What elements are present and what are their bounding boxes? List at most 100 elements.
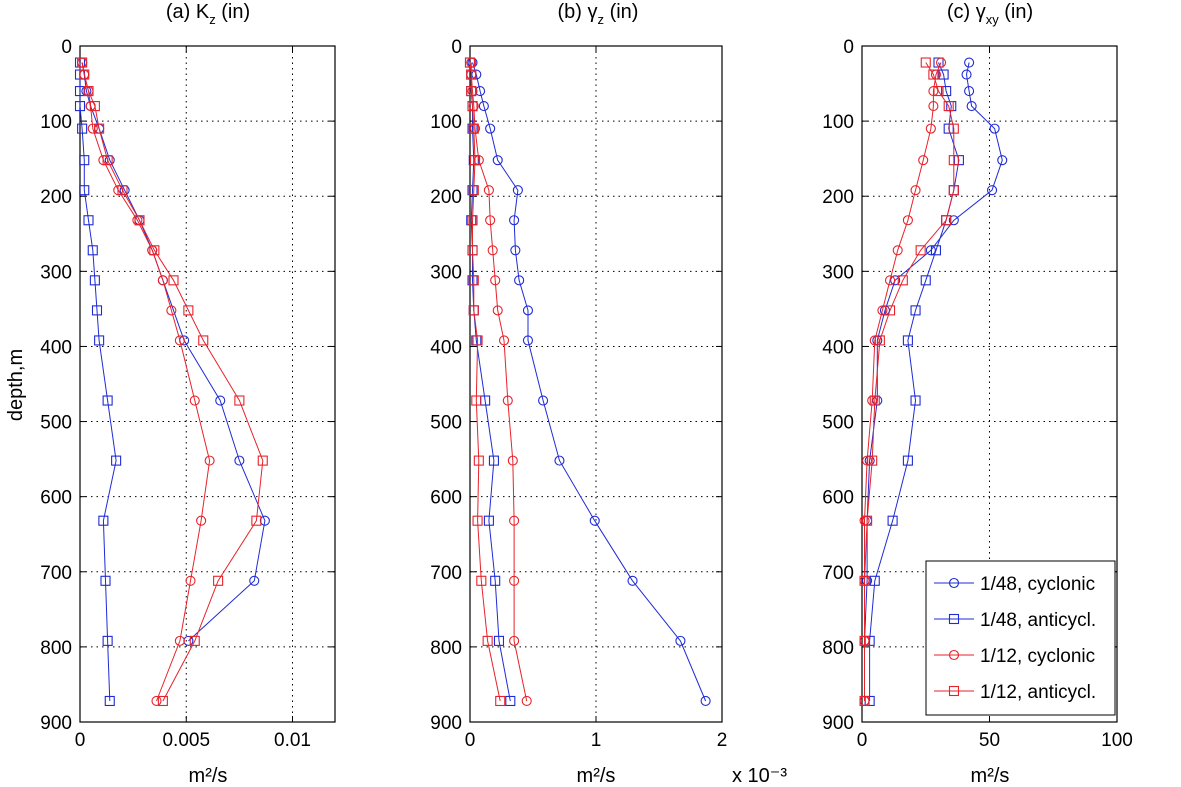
panel-b-title: (b) γz (in) (558, 1, 639, 27)
y-tick-label: 500 (822, 413, 854, 434)
data-point (522, 335, 534, 346)
data-point (89, 101, 100, 112)
y-axis-label: depth,m (5, 349, 27, 421)
data-point (134, 215, 145, 226)
data-point (488, 455, 499, 466)
series-line (864, 62, 955, 701)
legend-box (925, 560, 1116, 716)
data-point (94, 335, 105, 346)
x-tick-label: 50 (979, 730, 1000, 751)
data-point (925, 123, 936, 134)
data-point (948, 155, 959, 166)
data-point (521, 695, 532, 707)
data-point (98, 515, 109, 526)
legend-entry: 1/12, cyclonic (934, 646, 1095, 667)
data-point (505, 695, 516, 707)
data-point (471, 395, 482, 406)
data-point (157, 695, 168, 707)
data-point (168, 275, 179, 286)
data-point (514, 275, 525, 286)
data-point (509, 515, 520, 526)
data-point (79, 185, 90, 196)
series-1-12-anticycl- (859, 57, 959, 707)
panel-c-title: (c) γxy (in) (947, 1, 1033, 27)
data-point (185, 575, 196, 586)
x-tick-label: 0 (857, 730, 868, 751)
y-tick-label: 300 (822, 262, 854, 283)
x-tick-label: 0.005 (162, 730, 210, 751)
x-tick-label: 100 (1101, 730, 1133, 751)
y-tick-label: 800 (822, 638, 854, 659)
data-point (189, 395, 200, 406)
data-point (902, 455, 913, 466)
data-point (910, 185, 921, 196)
series-line (869, 62, 960, 701)
series-line (470, 62, 528, 702)
y-tick-label: 600 (430, 488, 462, 509)
y-tick-label: 700 (430, 563, 462, 584)
series-line (81, 62, 264, 702)
data-point (87, 123, 98, 134)
data-point (538, 395, 549, 406)
y-tick-label: 200 (822, 187, 854, 208)
data-point (522, 305, 534, 316)
panel-a-title: (a) Kz (in) (166, 1, 250, 27)
y-tick-label: 300 (430, 262, 462, 283)
data-point (935, 57, 947, 68)
data-point (189, 635, 200, 646)
data-point (902, 215, 913, 226)
series-line (469, 62, 511, 702)
data-point (928, 101, 939, 112)
y-tick-label: 0 (451, 37, 462, 58)
data-point (554, 455, 565, 466)
data-point (918, 155, 929, 166)
data-point (700, 695, 711, 707)
x-tick-label: 2 (717, 730, 728, 751)
data-point (964, 57, 975, 68)
data-point (89, 275, 100, 286)
data-point (948, 123, 959, 134)
series-1-12-cyclonic (466, 57, 532, 707)
data-point (495, 695, 506, 707)
data-point (79, 155, 90, 166)
data-point (887, 515, 898, 526)
data-point (249, 575, 260, 586)
y-tick-label: 700 (822, 563, 854, 584)
data-point (884, 305, 896, 316)
data-point (198, 335, 209, 346)
data-point (502, 395, 513, 406)
data-point (902, 335, 913, 346)
data-point (183, 635, 194, 646)
data-point (953, 155, 964, 166)
data-point (509, 215, 520, 226)
data-point (472, 515, 483, 526)
legend-label: 1/48, cyclonic (980, 574, 1095, 595)
data-point (196, 515, 207, 526)
data-point (493, 635, 505, 646)
y-tick-label: 0 (843, 37, 854, 58)
data-point (473, 455, 484, 466)
plot-frame (79, 45, 336, 723)
data-point (859, 575, 870, 586)
data-point (989, 123, 1000, 134)
data-point (469, 155, 481, 166)
data-point (467, 101, 478, 112)
data-point (859, 635, 870, 646)
legend-entry: 1/48, anticycl. (934, 610, 1096, 631)
data-point (509, 635, 520, 646)
data-point (174, 635, 185, 646)
data-point (174, 335, 185, 346)
series-line (81, 62, 266, 642)
data-point (910, 305, 921, 316)
legend-entry: 1/12, anticycl. (934, 682, 1096, 703)
legend-marker (948, 577, 960, 589)
panel-a-xlabel: m²/s (189, 765, 228, 787)
data-point (925, 245, 936, 256)
data-point (77, 57, 88, 68)
data-point (215, 395, 226, 406)
y-tick-label: 400 (822, 337, 854, 358)
data-point (87, 245, 98, 256)
data-point (74, 101, 86, 112)
data-point (948, 215, 959, 226)
